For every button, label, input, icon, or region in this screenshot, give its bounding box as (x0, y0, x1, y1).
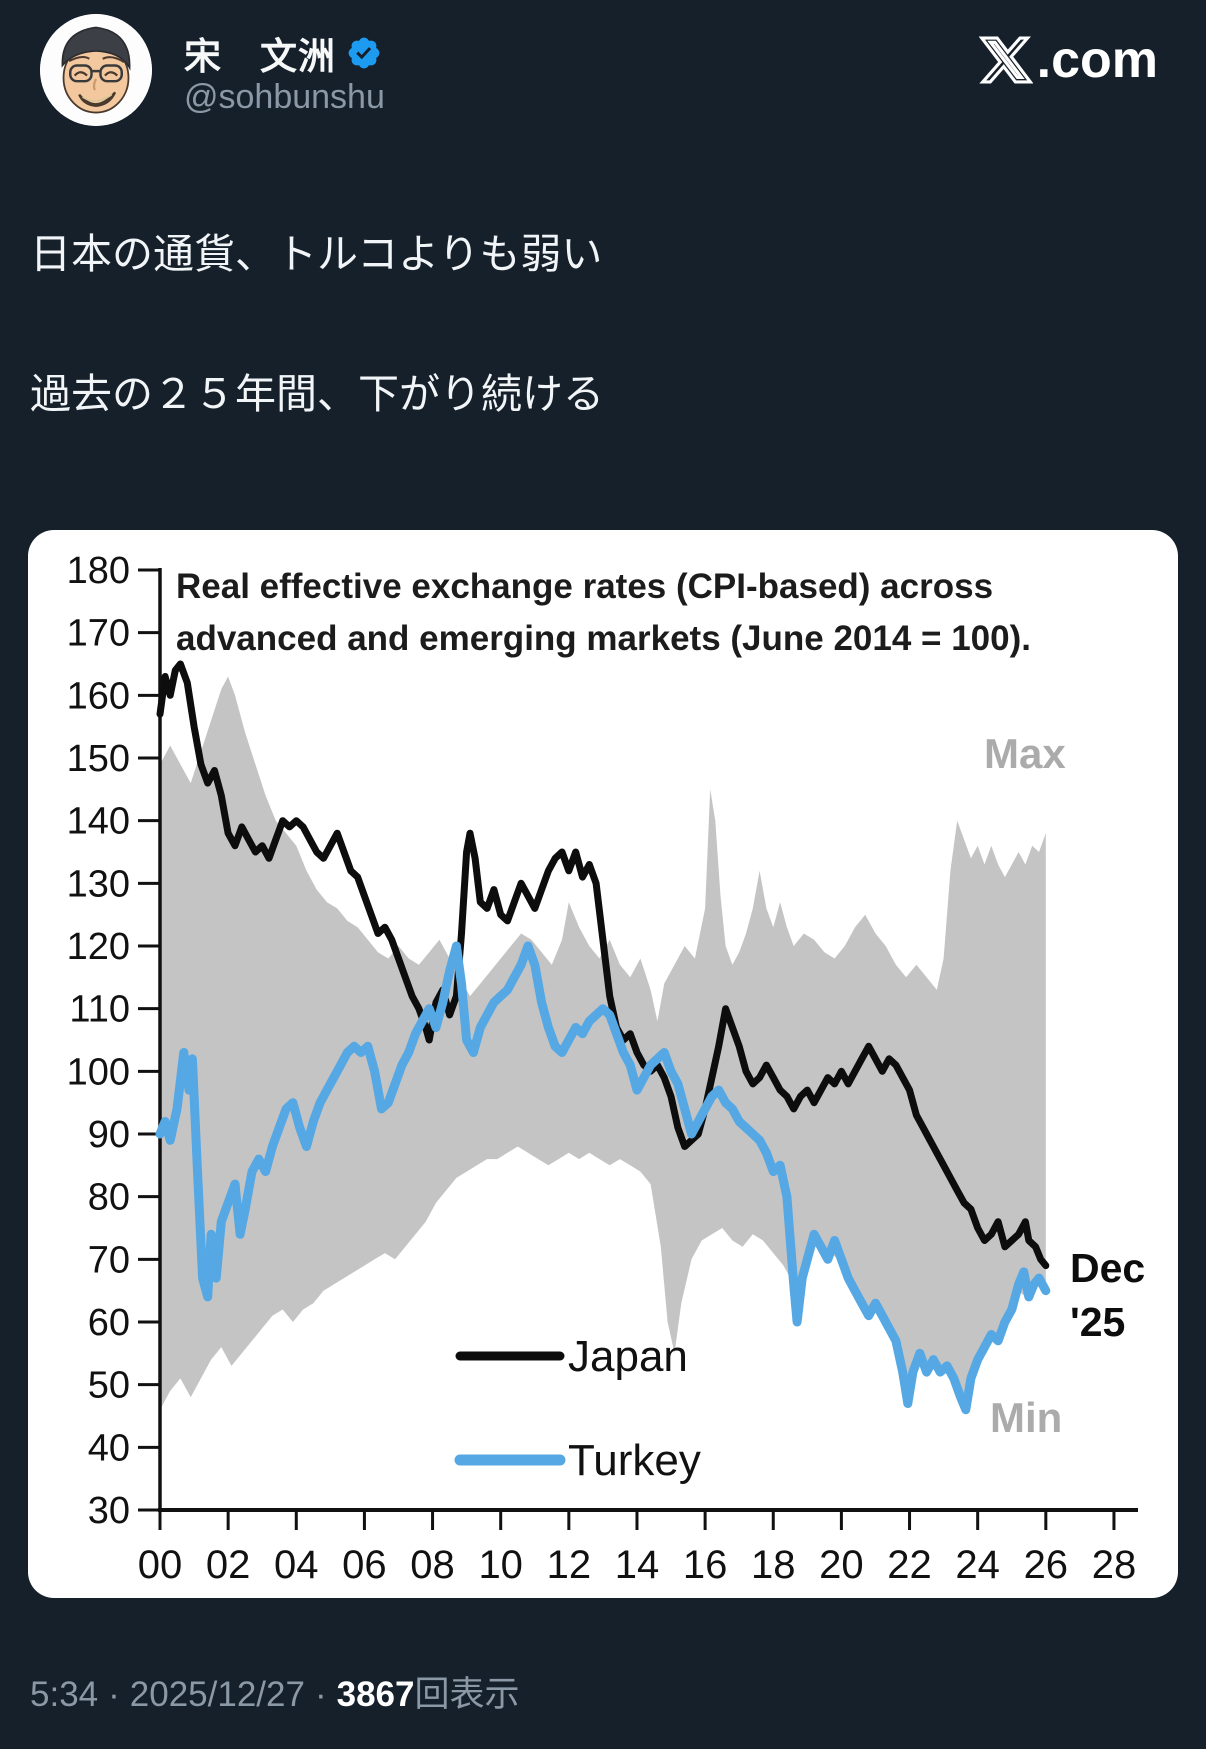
legend: Japan Turkey (454, 1332, 701, 1485)
y-tick-label: 140 (67, 801, 130, 843)
turkey-line (155, 941, 1051, 1415)
svg-text:Real effective exchange rates: Real effective exchange rates (CPI-based… (176, 567, 993, 606)
y-axis-ticks: 180 170 160 150 140 130 120 110 100 90 80 70 60 50 40 3… (67, 550, 160, 1532)
y-tick-label: 130 (67, 863, 130, 905)
x-tick-label: 22 (887, 1543, 932, 1587)
x-tick-label: 16 (683, 1543, 728, 1587)
y-tick-label: 40 (88, 1427, 130, 1469)
meta-separator: · (108, 1675, 120, 1714)
tweet-date: 2025/12/27 (129, 1675, 305, 1714)
tweet-line-1: 日本の通貨、トルコよりも弱い (30, 231, 603, 277)
x-tick-label: 28 (1092, 1543, 1137, 1587)
xcom-watermark: .com (978, 30, 1158, 90)
y-tick-label: 60 (88, 1302, 130, 1344)
y-tick-label: 110 (69, 989, 130, 1031)
x-tick-label: 20 (819, 1543, 864, 1587)
japan-line (156, 660, 1050, 1270)
y-tick-label: 80 (88, 1177, 130, 1219)
end-date-annotation: Dec '25 (1070, 1245, 1145, 1345)
avatar[interactable] (40, 14, 152, 126)
x-tick-label: 26 (1024, 1543, 1069, 1587)
exchange-rate-chart: 180 170 160 150 140 130 120 110 100 90 80 70 60 50 40 3… (67, 550, 1146, 1587)
legend-label-turkey: Turkey (568, 1436, 701, 1485)
verified-badge-icon (348, 37, 380, 69)
x-tick-label: 06 (342, 1543, 387, 1587)
x-tick-label: 10 (478, 1543, 523, 1587)
tweet-time: 5:34 (30, 1675, 99, 1714)
display-name[interactable]: 宋 文洲 (184, 36, 336, 77)
y-tick-label: 120 (67, 926, 130, 968)
tweet-header: 宋 文洲 @sohbunshu .com (0, 0, 1206, 180)
y-tick-label: 160 (67, 675, 130, 717)
view-count[interactable]: 3867 (336, 1675, 415, 1714)
y-tick-label: 50 (88, 1365, 130, 1407)
y-tick-label: 100 (67, 1051, 130, 1093)
tweet-meta: 5:34 · 2025/12/27 · 3867回表示 (30, 1666, 520, 1717)
meta-separator: · (314, 1675, 327, 1714)
x-tick-label: 14 (615, 1543, 660, 1587)
axes (158, 568, 1138, 1512)
legend-label-japan: Japan (568, 1332, 688, 1381)
y-tick-label: 170 (67, 613, 130, 655)
x-tick-label: 18 (751, 1543, 796, 1587)
x-tick-label: 00 (138, 1543, 183, 1587)
x-tick-label: 02 (206, 1543, 251, 1587)
max-annotation: Max (984, 730, 1066, 777)
y-tick-label: 180 (67, 550, 130, 592)
svg-text:'25: '25 (1070, 1299, 1125, 1345)
x-tick-label: 24 (955, 1543, 1000, 1587)
xcom-suffix: .com (1036, 31, 1158, 89)
y-tick-label: 90 (88, 1114, 130, 1156)
view-count-suffix: 回表示 (414, 1675, 520, 1714)
min-annotation: Min (990, 1394, 1062, 1441)
tweet-line-2: 過去の２５年間、下がり続ける (30, 371, 604, 417)
user-handle[interactable]: @sohbunshu (184, 78, 385, 116)
svg-text:Dec: Dec (1070, 1245, 1145, 1291)
y-tick-label: 70 (88, 1239, 130, 1281)
x-tick-label: 12 (547, 1543, 592, 1587)
y-tick-label: 30 (88, 1490, 130, 1532)
name-row: 宋 文洲 (184, 26, 382, 80)
x-axis-ticks: 00 02 04 06 08 10 12 14 16 18 20 22 24 26 28 (138, 1510, 1136, 1587)
chart-title: Real effective exchange rates (CPI-based… (176, 567, 1031, 658)
chart-image[interactable]: 180 170 160 150 140 130 120 110 100 90 80 70 60 50 40 3… (28, 530, 1178, 1598)
svg-text:advanced and emerging markets: advanced and emerging markets (June 2014… (176, 619, 1031, 658)
x-tick-label: 04 (274, 1543, 319, 1587)
x-tick-label: 08 (410, 1543, 455, 1587)
y-tick-label: 150 (67, 738, 130, 780)
x-logo-icon (978, 36, 1033, 84)
avatar-cartoon-face (40, 14, 152, 126)
minmax-band (160, 676, 1046, 1410)
